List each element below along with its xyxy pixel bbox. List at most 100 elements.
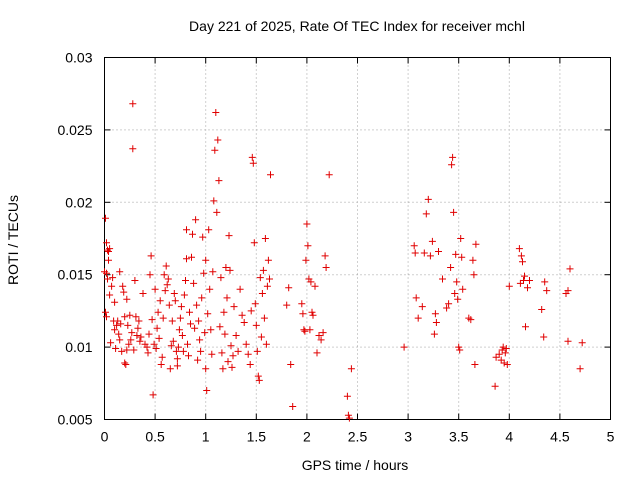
data-point xyxy=(116,336,124,344)
data-point xyxy=(206,285,214,293)
data-point xyxy=(112,345,120,352)
data-point xyxy=(287,361,295,368)
data-point xyxy=(202,365,210,373)
x-tick-label: 4.5 xyxy=(550,429,570,445)
data-point xyxy=(492,353,500,361)
data-point xyxy=(108,282,116,290)
data-point xyxy=(214,136,222,144)
data-point xyxy=(298,300,306,308)
data-point xyxy=(176,314,184,322)
data-point xyxy=(201,329,209,337)
data-point xyxy=(457,235,465,242)
data-point xyxy=(424,195,432,203)
data-point xyxy=(164,275,172,283)
data-point xyxy=(519,258,526,266)
y-axis-label: ROTI / TECUs xyxy=(5,195,21,285)
data-point xyxy=(453,278,461,286)
data-point xyxy=(102,308,109,316)
data-point xyxy=(255,376,263,384)
data-point xyxy=(154,308,162,316)
data-point xyxy=(162,262,170,270)
data-point xyxy=(524,284,531,292)
data-point xyxy=(238,311,246,319)
x-tick-label: 0 xyxy=(101,429,109,445)
data-point xyxy=(209,268,217,276)
data-point xyxy=(122,361,130,368)
data-point xyxy=(155,334,163,342)
data-point xyxy=(157,361,165,368)
x-tick-label: 1 xyxy=(202,429,210,445)
data-point xyxy=(208,350,216,358)
data-point xyxy=(248,153,256,161)
data-point xyxy=(163,281,171,289)
data-point xyxy=(194,356,202,364)
data-point xyxy=(136,337,144,345)
data-point xyxy=(147,252,155,260)
data-point xyxy=(344,411,352,419)
data-point xyxy=(502,345,510,352)
data-point xyxy=(111,326,119,334)
data-point xyxy=(183,226,190,234)
data-point xyxy=(191,324,199,332)
data-points xyxy=(101,100,586,422)
data-point xyxy=(121,313,129,321)
data-point xyxy=(185,352,192,360)
data-point xyxy=(121,359,129,367)
data-point xyxy=(459,285,467,293)
data-point xyxy=(451,290,459,297)
data-point xyxy=(317,336,325,344)
data-point xyxy=(166,365,174,373)
x-tick-label: 1.5 xyxy=(247,429,267,445)
data-point xyxy=(217,274,225,282)
data-point xyxy=(143,343,151,351)
data-point xyxy=(264,256,272,264)
data-point xyxy=(103,269,110,277)
data-point xyxy=(171,297,179,305)
data-point xyxy=(189,230,196,238)
data-point xyxy=(304,242,312,250)
data-point xyxy=(124,321,132,329)
data-point xyxy=(205,226,213,234)
data-point xyxy=(307,278,315,286)
data-point xyxy=(450,208,458,216)
data-point xyxy=(302,256,310,264)
data-point xyxy=(449,153,457,161)
data-point xyxy=(325,171,333,179)
data-point xyxy=(472,240,480,248)
data-point xyxy=(126,311,134,319)
data-point xyxy=(111,298,119,306)
data-point xyxy=(456,346,464,354)
data-point xyxy=(202,256,210,264)
data-point xyxy=(173,355,181,363)
data-point xyxy=(467,316,475,324)
data-point xyxy=(145,330,153,338)
data-point xyxy=(447,264,455,271)
grid xyxy=(104,57,611,420)
data-point xyxy=(167,342,175,350)
data-point xyxy=(412,294,420,302)
data-point xyxy=(114,317,122,325)
data-point xyxy=(234,347,242,355)
data-point xyxy=(242,340,250,348)
data-point xyxy=(200,269,208,277)
data-point xyxy=(173,362,181,370)
data-point xyxy=(169,337,177,345)
y-tick-label: 0.005 xyxy=(57,412,92,428)
data-point xyxy=(165,301,173,309)
data-point xyxy=(127,336,135,344)
data-point xyxy=(102,214,109,222)
data-point xyxy=(227,342,235,350)
data-point xyxy=(430,330,438,338)
data-point xyxy=(178,332,186,339)
data-point xyxy=(517,252,525,260)
data-point xyxy=(198,294,206,302)
data-point xyxy=(263,282,271,290)
data-point xyxy=(285,284,293,292)
data-point xyxy=(223,294,231,302)
data-point xyxy=(104,275,111,283)
data-point xyxy=(431,310,439,318)
data-point xyxy=(458,253,466,261)
data-point xyxy=(131,277,139,284)
data-point xyxy=(498,346,506,354)
data-point xyxy=(129,145,137,153)
